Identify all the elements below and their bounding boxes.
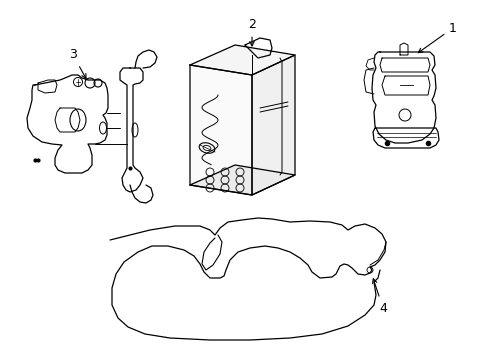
Text: 4: 4 xyxy=(372,279,386,315)
Text: 2: 2 xyxy=(247,18,255,46)
Polygon shape xyxy=(190,45,294,75)
Text: 1: 1 xyxy=(417,22,456,53)
Text: 3: 3 xyxy=(69,49,86,78)
Polygon shape xyxy=(190,165,294,195)
Polygon shape xyxy=(251,55,294,195)
Polygon shape xyxy=(190,65,251,195)
